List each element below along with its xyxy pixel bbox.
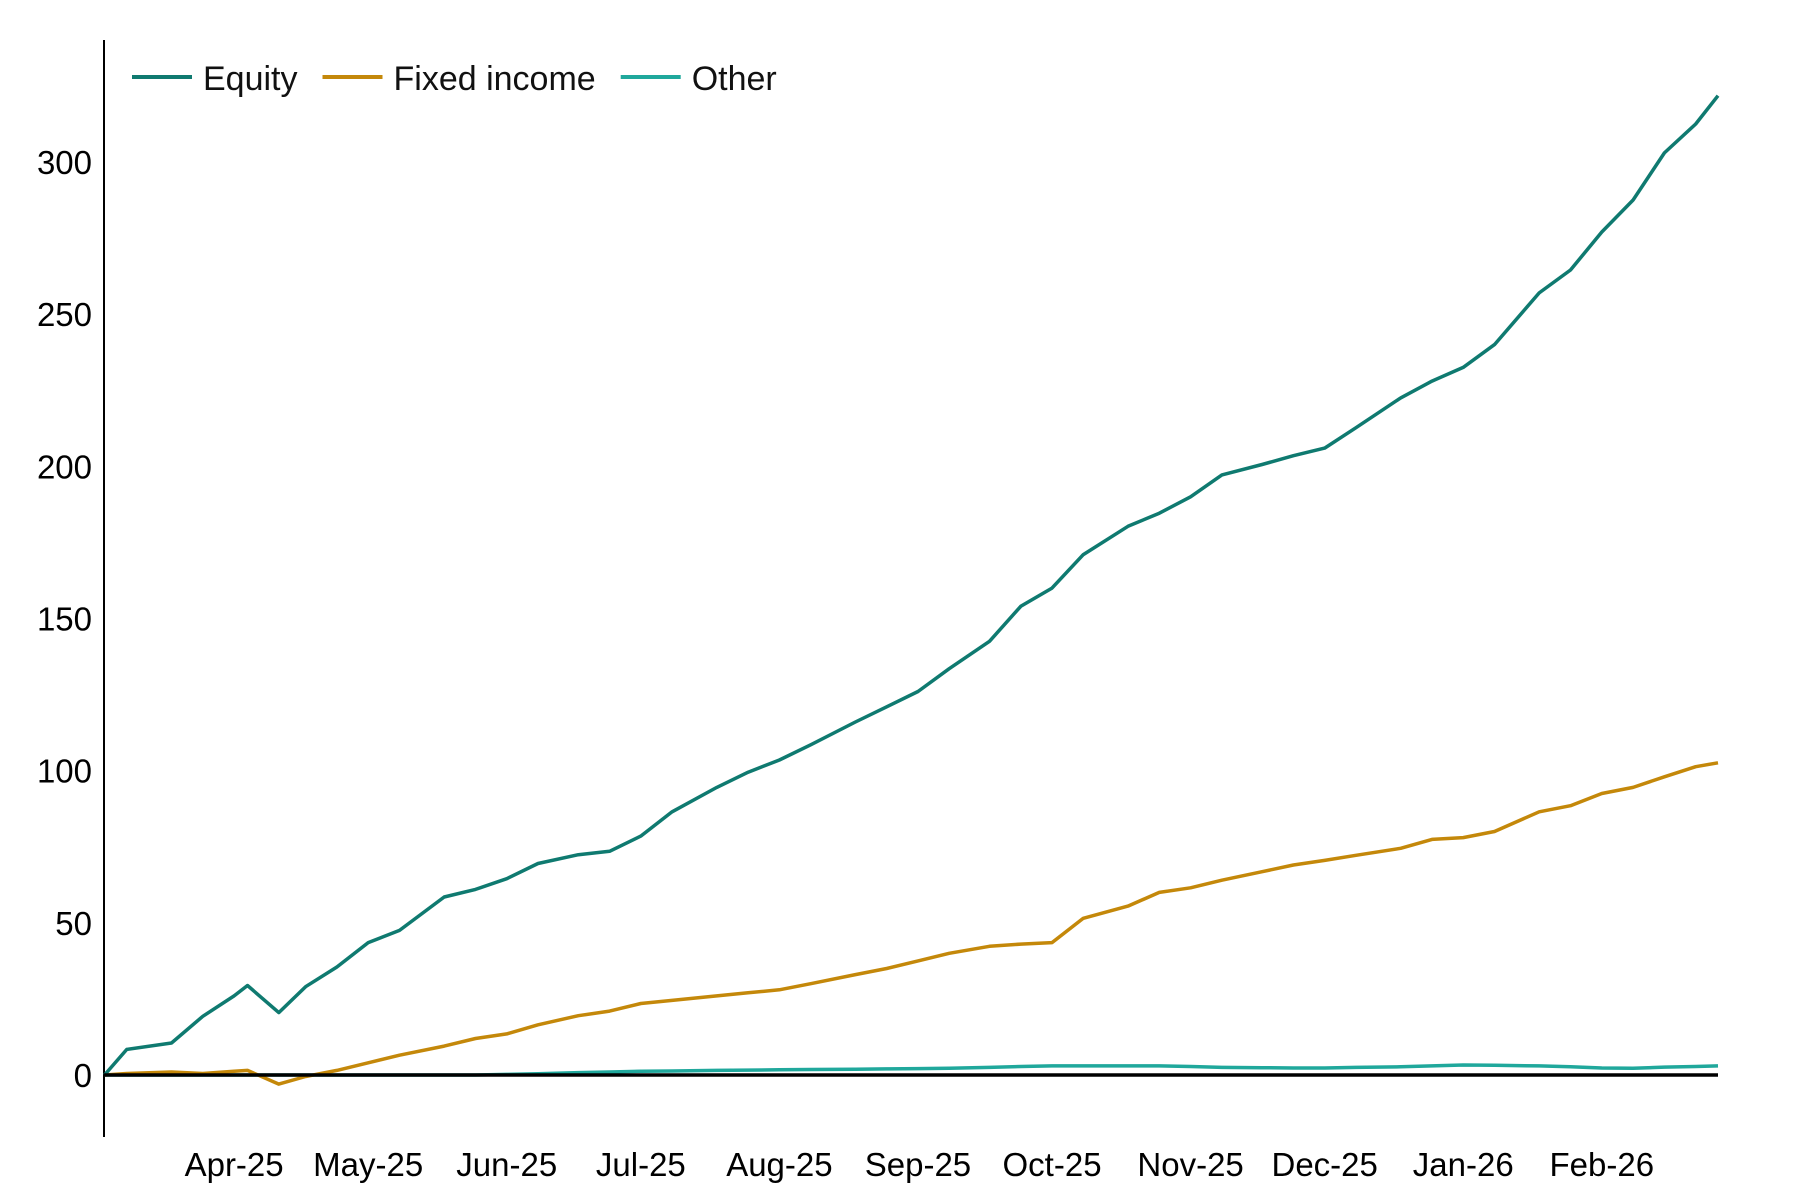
x-tick-label: Feb-26	[1550, 1146, 1655, 1183]
x-tick-label: Aug-25	[726, 1146, 832, 1183]
x-tick-label: Jul-25	[596, 1146, 686, 1183]
y-tick-label: 200	[37, 448, 92, 485]
y-tick-label: 50	[55, 905, 92, 942]
legend-item: Other	[620, 60, 777, 98]
x-tick-label: May-25	[313, 1146, 423, 1183]
x-tick-label: Oct-25	[1003, 1146, 1102, 1183]
x-tick-label: Sep-25	[865, 1146, 971, 1183]
series-line-equity	[103, 94, 1720, 1077]
x-tick-label: Jun-25	[456, 1146, 557, 1183]
y-tick-label: 250	[37, 296, 92, 333]
y-tick-label: 150	[37, 601, 92, 638]
x-tick-label: Jan-26	[1413, 1146, 1514, 1183]
x-tick-label: Apr-25	[185, 1146, 284, 1183]
y-tick-label: 0	[74, 1057, 92, 1094]
legend-label: Equity	[203, 60, 298, 98]
legend-item: Fixed income	[322, 60, 596, 98]
x-tick-label: Dec-25	[1271, 1146, 1377, 1183]
legend-item: Equity	[132, 60, 298, 98]
legend: Equity Fixed income Other	[132, 60, 777, 98]
legend-label: Fixed income	[394, 60, 596, 98]
legend-label: Other	[692, 60, 777, 98]
y-tick-label: 100	[37, 753, 92, 790]
y-tick-label: 300	[37, 144, 92, 181]
series-line-fixed-income	[104, 761, 1719, 1086]
x-tick-label: Nov-25	[1137, 1146, 1243, 1183]
